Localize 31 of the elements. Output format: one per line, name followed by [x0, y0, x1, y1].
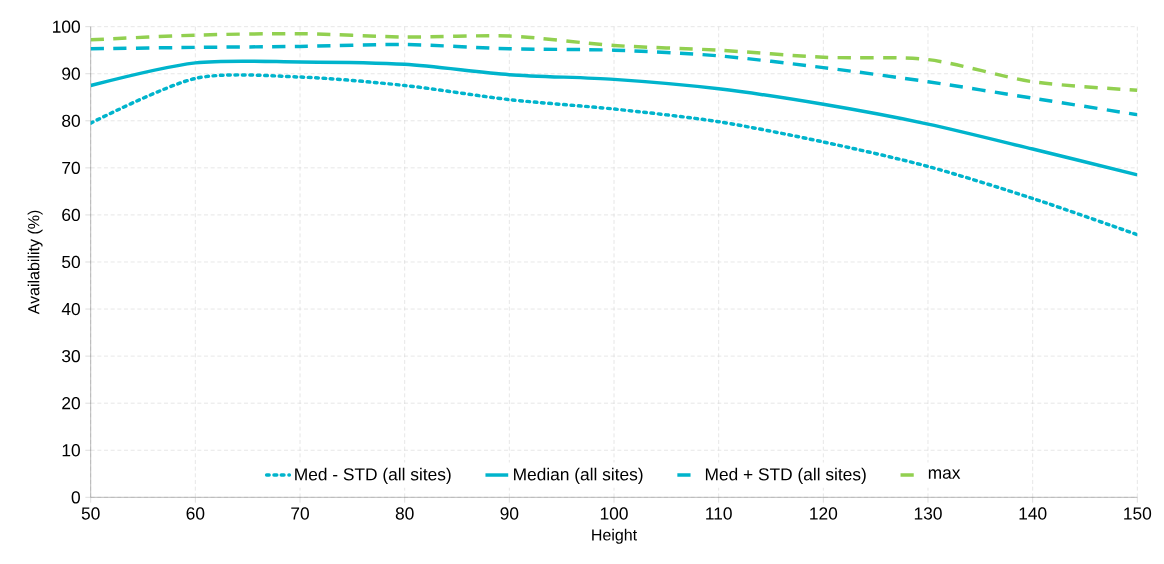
legend-label: Median (all sites): [514, 467, 643, 484]
y-tick-label: 80: [62, 114, 80, 127]
x-tick-label: 150: [1124, 507, 1152, 520]
y-tick-label: 90: [62, 67, 80, 80]
x-tick-label: 50: [81, 507, 100, 520]
y-tick-label: 100: [53, 20, 80, 33]
y-tick-label: 20: [62, 397, 80, 410]
x-tick-label: 130: [914, 507, 942, 520]
x-tick-label: 80: [395, 507, 414, 520]
y-tick-label: 70: [62, 161, 80, 174]
y-tick-label: 50: [62, 255, 80, 269]
y-tick-label: 40: [61, 302, 80, 316]
y-axis-title: Availability (%): [27, 210, 43, 315]
x-tick-label: 110: [706, 507, 732, 520]
x-tick-label: 90: [500, 507, 519, 520]
y-tick-label: 60: [62, 208, 80, 222]
legend-label: Med + STD (all sites): [705, 467, 866, 484]
line-series: [90, 42, 1138, 117]
x-tick-label: 70: [291, 507, 309, 520]
line-series: [90, 59, 1138, 177]
y-tick-label: 0: [71, 491, 80, 504]
x-axis-title: Height: [592, 528, 637, 544]
x-tick-label: 60: [186, 507, 205, 520]
line-series: [90, 31, 1138, 92]
y-tick-label: 10: [62, 444, 80, 457]
x-tick-label: 140: [1019, 507, 1047, 520]
x-tick-label: 120: [810, 507, 838, 520]
y-tick-label: 30: [62, 349, 80, 363]
legend-label: max: [928, 469, 961, 479]
legend-label: Med - STD (all sites): [295, 467, 451, 484]
x-tick-label: 100: [600, 507, 628, 520]
